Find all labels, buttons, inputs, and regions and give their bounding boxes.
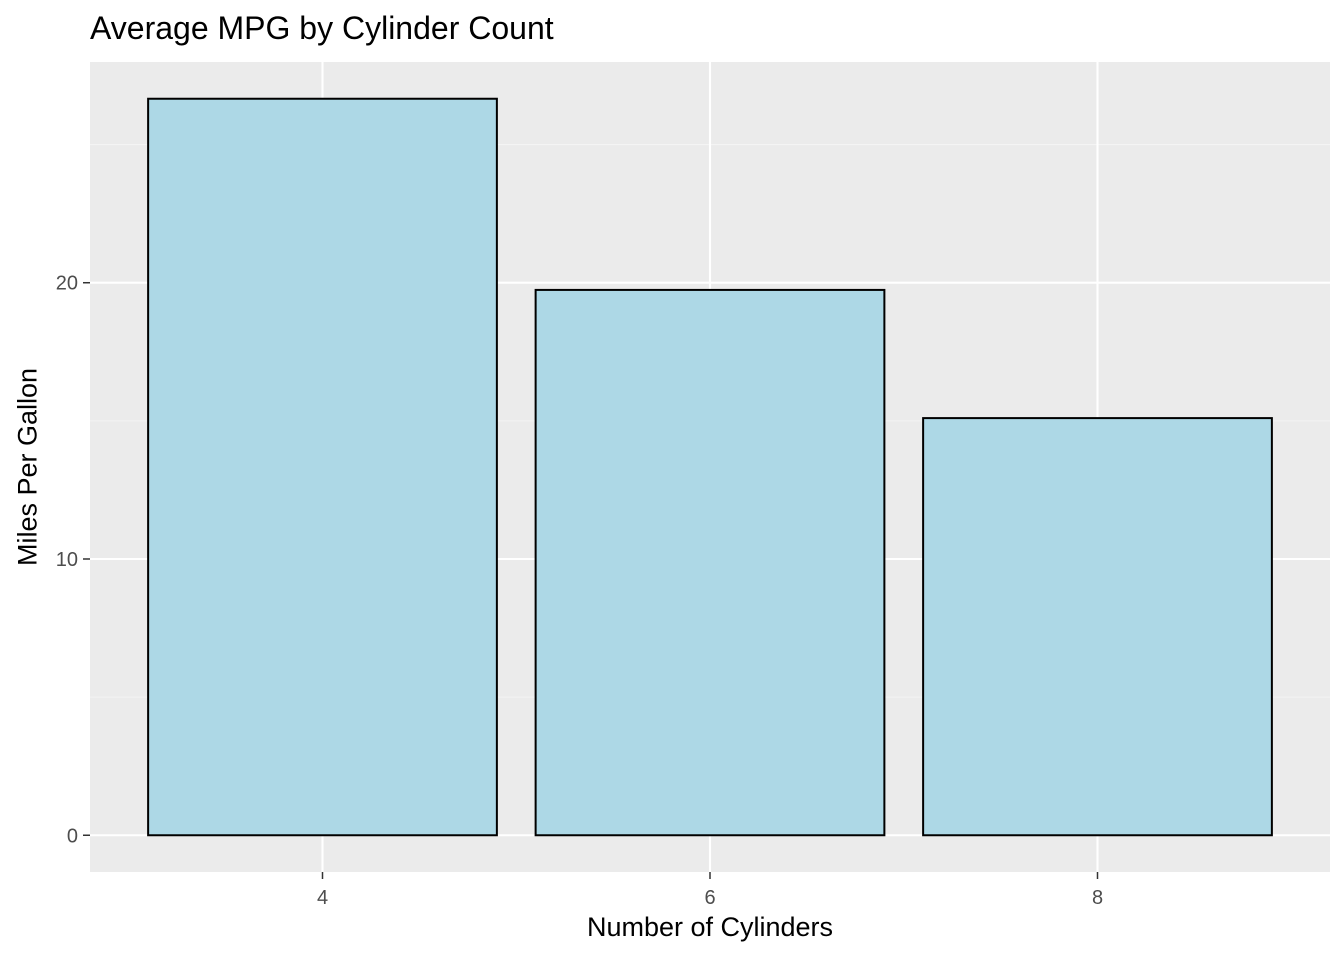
x-tick-label: 4 — [317, 887, 328, 909]
y-tick-label: 20 — [56, 273, 78, 295]
x-axis: 4 6 8 — [317, 872, 1103, 909]
y-tick-label: 0 — [67, 825, 78, 847]
bar-4 — [147, 97, 498, 837]
bars — [147, 97, 1273, 837]
x-axis-title: Number of Cylinders — [586, 912, 834, 942]
chart-title: Average MPG by Cylinder Count — [90, 10, 554, 46]
y-axis: 0 10 20 — [56, 273, 90, 847]
y-axis-title: Miles Per Gallon — [12, 367, 43, 567]
x-tick-label: 8 — [1092, 887, 1103, 909]
bar-8 — [922, 417, 1273, 837]
bar-6 — [534, 288, 886, 837]
y-tick-label: 10 — [56, 549, 78, 571]
x-tick-label: 6 — [704, 887, 715, 909]
